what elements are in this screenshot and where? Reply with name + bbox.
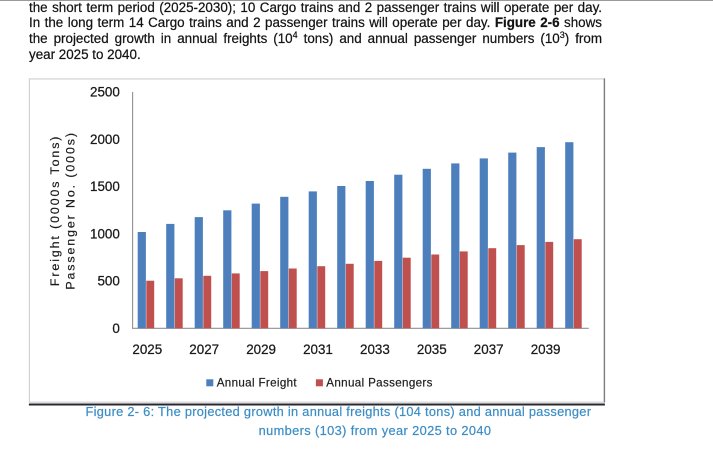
svg-text:Freight (0000s Tons): Freight (0000s Tons) [48,135,62,286]
svg-text:2500: 2500 [90,85,120,100]
svg-text:0: 0 [112,321,119,336]
svg-text:2031: 2031 [303,342,333,357]
svg-text:Annual Passengers: Annual Passengers [326,377,433,390]
svg-text:2025: 2025 [132,342,162,357]
svg-text:Passenger No. (000s): Passenger No. (000s) [64,131,78,290]
svg-text:500: 500 [97,274,119,289]
svg-text:Annual Freight: Annual Freight [217,377,298,390]
svg-text:2035: 2035 [417,342,447,357]
svg-text:2000: 2000 [90,132,120,147]
svg-text:2039: 2039 [531,342,561,357]
svg-text:2029: 2029 [246,342,276,357]
svg-text:2027: 2027 [189,342,219,357]
svg-text:2033: 2033 [360,342,390,357]
svg-text:1000: 1000 [90,226,120,241]
svg-text:1500: 1500 [90,179,120,194]
svg-text:2037: 2037 [474,342,504,357]
